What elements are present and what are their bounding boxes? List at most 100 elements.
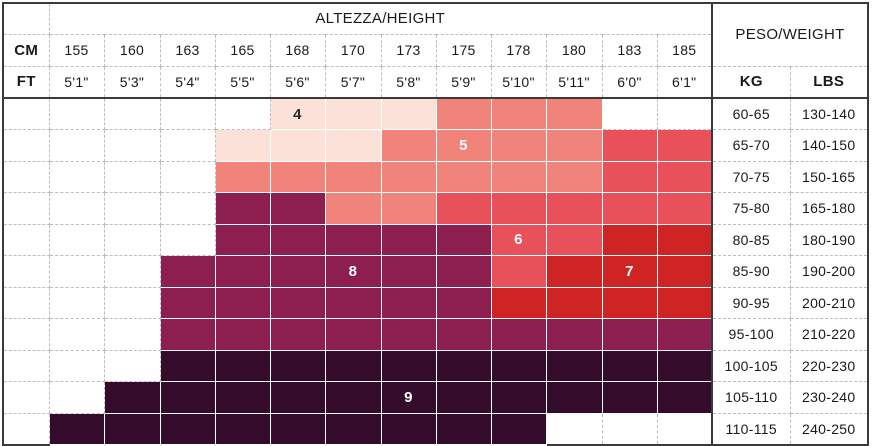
lbs-value: 220-230 (789, 349, 869, 382)
row-spacer (2, 223, 50, 256)
cm-value: 165 (214, 33, 271, 67)
size-cell (214, 223, 271, 256)
size-cell (490, 318, 547, 351)
size-cell (490, 286, 547, 319)
lbs-value: 210-220 (789, 318, 869, 351)
size-zone-label: 8 (348, 262, 358, 280)
size-cell (48, 255, 105, 288)
lbs-label: LBS (789, 65, 869, 99)
size-cell (103, 97, 161, 130)
size-cell (380, 255, 437, 288)
kg-value: 110-115 (711, 412, 791, 446)
cm-value: 175 (435, 33, 492, 67)
size-cell (159, 160, 216, 193)
size-cell (324, 223, 382, 256)
size-cell (214, 318, 271, 351)
size-cell (269, 318, 326, 351)
size-cell (656, 192, 713, 225)
size-cell: 9 (380, 381, 437, 414)
size-cell (214, 129, 271, 162)
lbs-value: 190-200 (789, 255, 869, 288)
size-cell (656, 129, 713, 162)
size-cell (601, 349, 658, 382)
size-zone-label: 4 (293, 105, 302, 123)
size-cell (545, 223, 603, 256)
size-cell (545, 97, 603, 130)
kg-label: KG (711, 65, 791, 99)
size-cell (490, 412, 547, 446)
ft-value: 6'0" (601, 65, 658, 99)
size-cell (601, 192, 658, 225)
size-cell (656, 381, 713, 414)
size-cell (380, 97, 437, 130)
ft-value: 5'4" (159, 65, 216, 99)
size-cell (269, 255, 326, 288)
ft-value: 5'9" (435, 65, 492, 99)
weight-row: 4 60-65 130-140 (2, 97, 869, 130)
size-cell (214, 255, 271, 288)
size-cell (490, 160, 547, 193)
cm-value: 168 (269, 33, 326, 67)
size-cell (159, 192, 216, 225)
size-cell (324, 318, 382, 351)
row-spacer (2, 129, 50, 162)
kg-value: 85-90 (711, 255, 791, 288)
size-cell (490, 349, 547, 382)
size-cell (601, 286, 658, 319)
size-cell (545, 318, 603, 351)
kg-value: 95-100 (711, 318, 791, 351)
size-cell (48, 192, 105, 225)
size-cell (435, 286, 492, 319)
header-row-titles: ALTEZZA/HEIGHT PESO/WEIGHT (2, 2, 869, 67)
size-cell (656, 255, 713, 288)
size-cell (214, 349, 271, 382)
weight-row: 8 7 85-90 190-200 (2, 255, 869, 288)
weight-row: 9 105-110 230-240 (2, 381, 869, 414)
size-cell (601, 412, 658, 446)
size-cell (103, 349, 161, 382)
size-cell (214, 192, 271, 225)
size-cell: 4 (269, 97, 326, 130)
cm-value: 183 (601, 33, 658, 67)
size-cell (601, 129, 658, 162)
size-cell (656, 318, 713, 351)
size-cell (159, 223, 216, 256)
size-cell (214, 97, 271, 130)
header-row-cm: CM 155 160 163 165 168 170 173 175 178 180 183 185 (2, 33, 868, 67)
size-cell (324, 129, 382, 162)
size-cell (545, 255, 603, 288)
size-cell (601, 381, 658, 414)
weight-row: 5 65-70 140-150 (2, 129, 869, 162)
size-cell (380, 129, 437, 162)
size-cell (103, 412, 161, 446)
lbs-value: 165-180 (789, 192, 869, 225)
kg-value: 60-65 (711, 97, 791, 130)
weight-row: 100-105 220-230 (2, 349, 869, 382)
size-cell (159, 412, 216, 446)
size-cell (214, 412, 271, 446)
lbs-value: 200-210 (789, 286, 869, 319)
size-cell (435, 349, 492, 382)
size-cell (490, 381, 547, 414)
size-cell: 6 (490, 223, 547, 256)
size-cell (103, 255, 161, 288)
size-cell (48, 381, 105, 414)
size-cell (48, 97, 105, 130)
size-cell (324, 160, 382, 193)
size-cell (103, 318, 161, 351)
size-cell (545, 412, 603, 446)
size-cell (435, 381, 492, 414)
size-cell (214, 381, 271, 414)
cm-value: 173 (380, 33, 437, 67)
size-cell (103, 286, 161, 319)
size-cell (601, 318, 658, 351)
size-cell (324, 97, 382, 130)
size-cell (656, 412, 713, 446)
size-zone-label: 6 (514, 231, 523, 249)
size-cell: 8 (324, 255, 382, 288)
lbs-value: 230-240 (789, 381, 869, 414)
row-spacer (2, 381, 50, 414)
lbs-value: 240-250 (789, 412, 869, 446)
cm-value: 180 (545, 33, 603, 67)
